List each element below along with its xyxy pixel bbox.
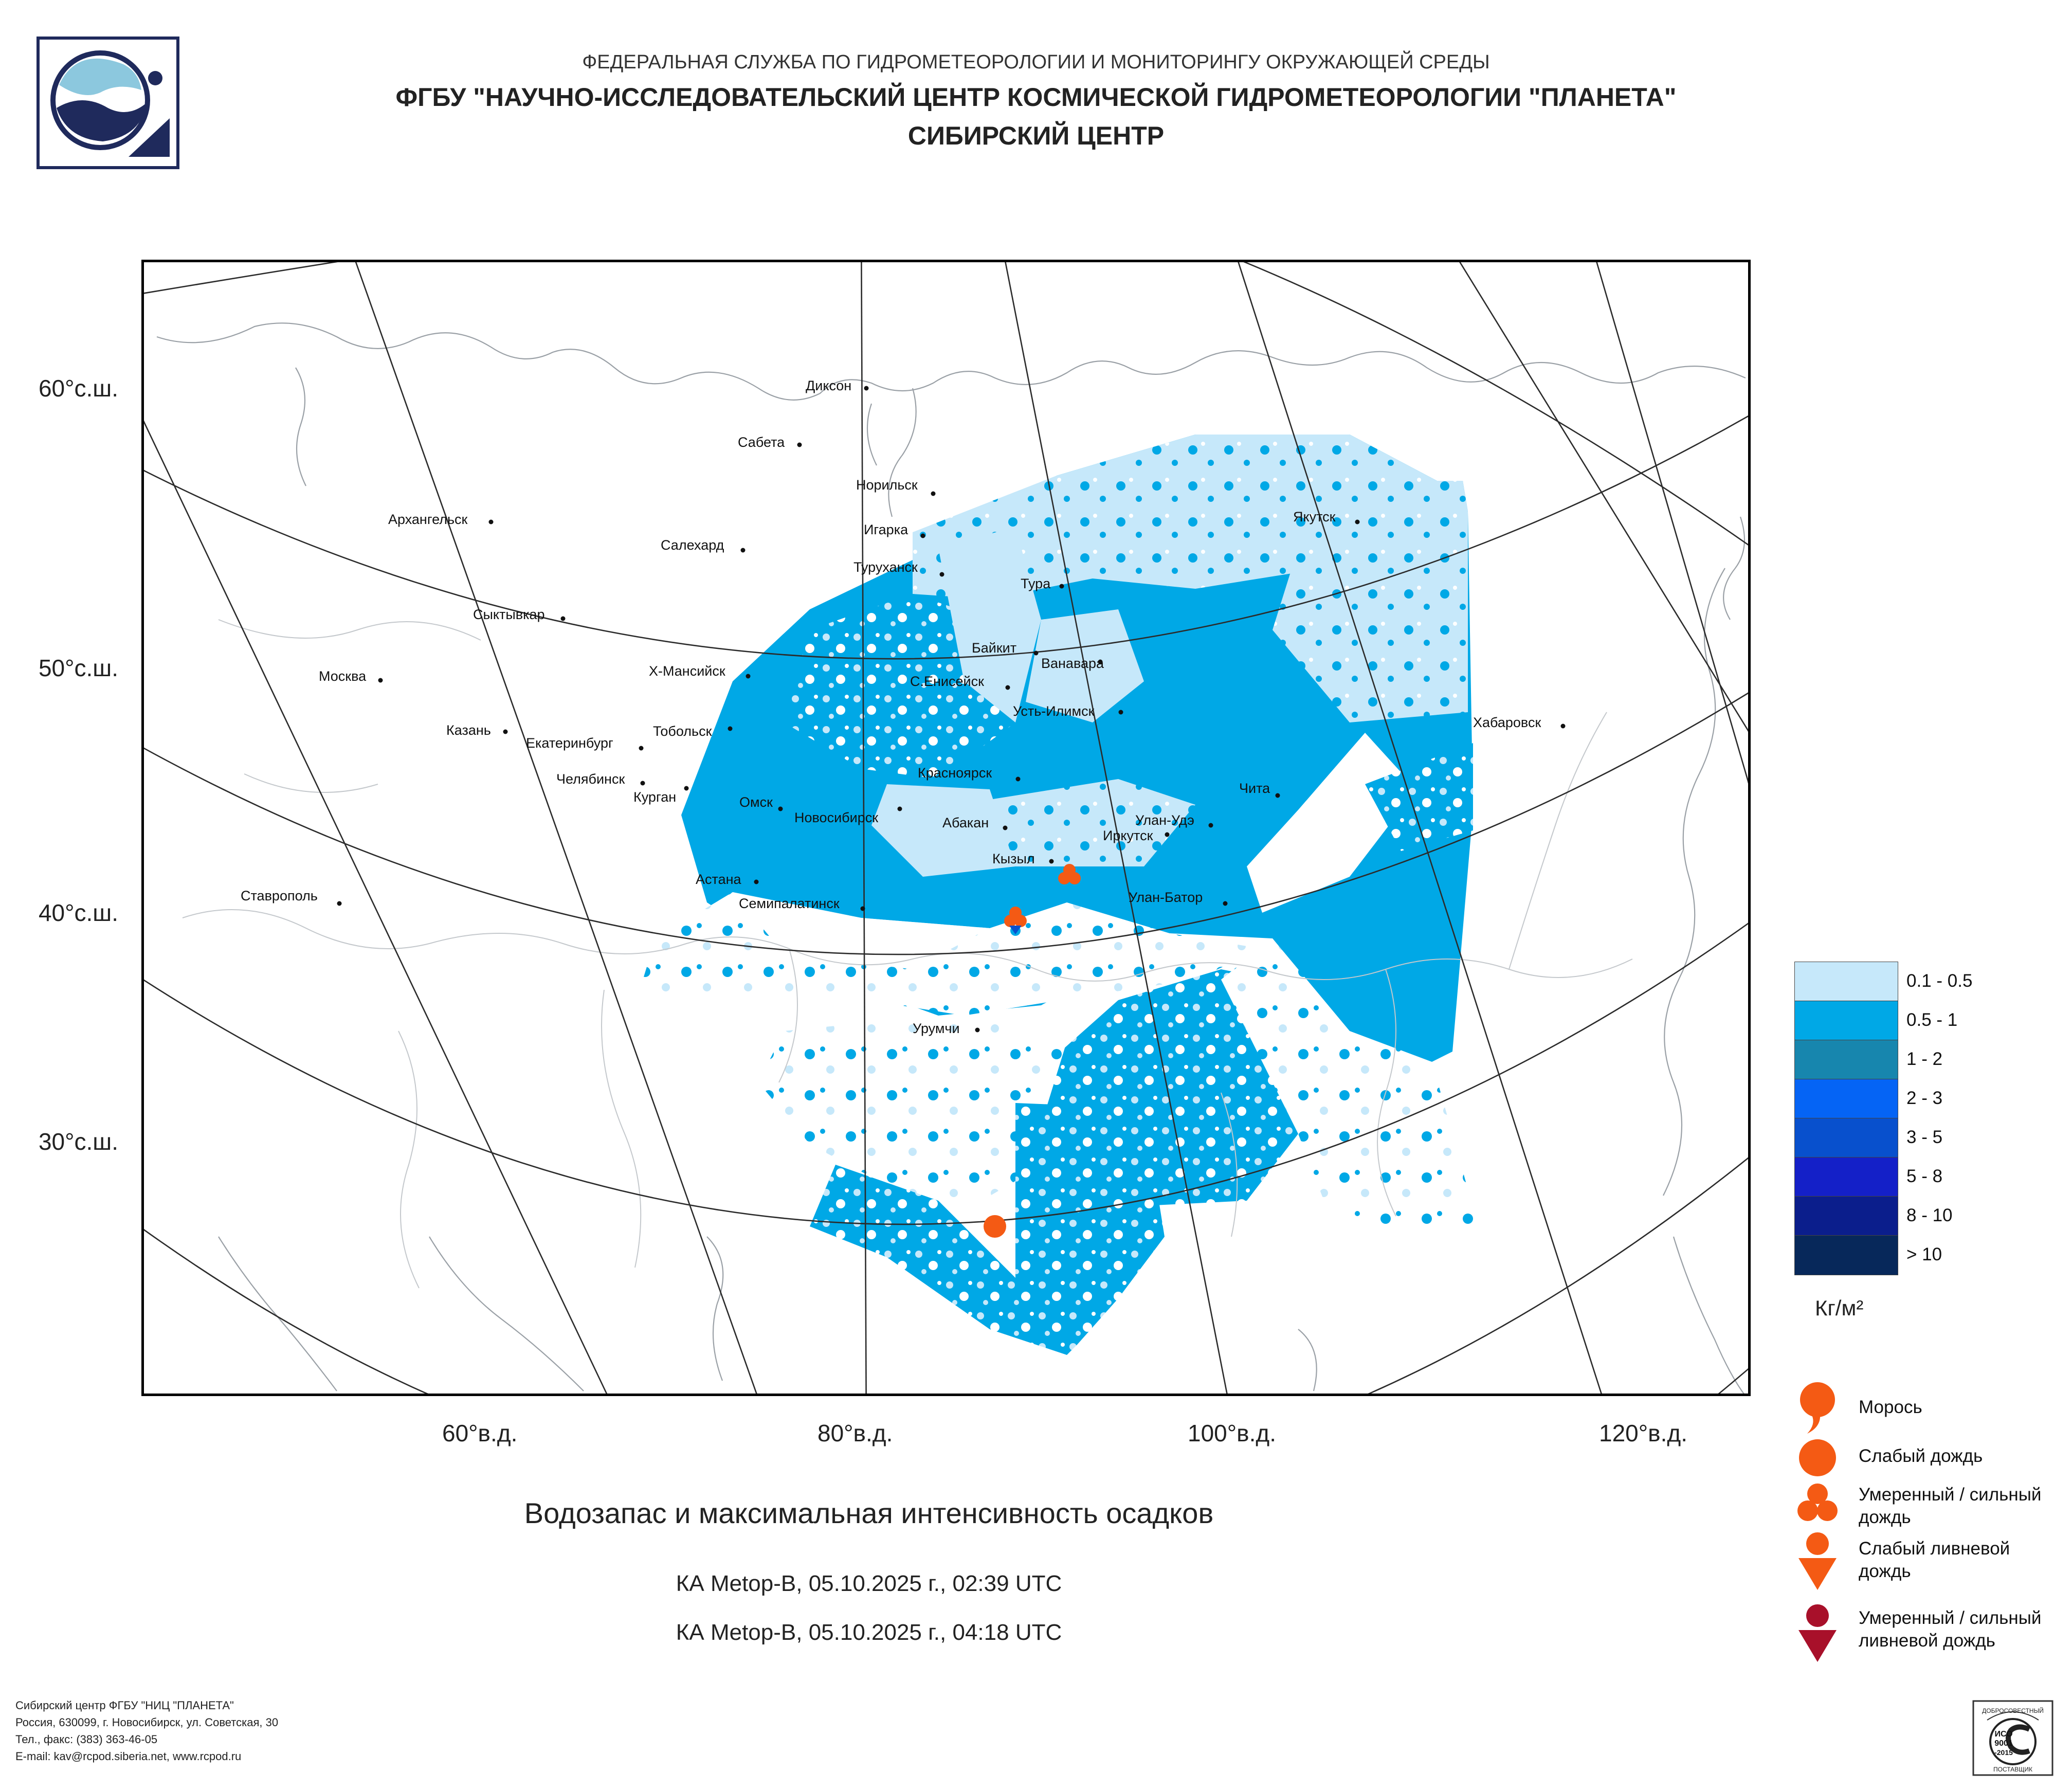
city-label: Ванавара bbox=[1041, 656, 1104, 671]
footer-line: Тел., факс: (383) 363-46-05 bbox=[15, 1733, 158, 1746]
city-label: Чита bbox=[1239, 781, 1270, 796]
legend-label: 5 - 8 bbox=[1906, 1166, 1943, 1186]
city-label: Москва bbox=[319, 668, 367, 684]
lon-label-120: 120°в.д. bbox=[1599, 1420, 1687, 1446]
center-title: СИБИРСКИЙ ЦЕНТР bbox=[907, 121, 1165, 150]
legend-swatch bbox=[1794, 1235, 1898, 1275]
satellite-pass: КА Metop-B, 05.10.2025 г., 04:18 UTC bbox=[676, 1620, 1062, 1645]
precip-label: Слабый ливневой дождь bbox=[1859, 1539, 2010, 1581]
city-label: Абакан bbox=[942, 815, 989, 830]
precip-label: Умеренный / сильный дождь bbox=[1859, 1485, 2042, 1527]
city-label: Байкит bbox=[972, 640, 1017, 656]
light-rain-icon bbox=[1799, 1439, 1836, 1476]
city-label: Сыктывкар bbox=[473, 607, 545, 622]
footer-line: E-mail: kav@rcpod.siberia.net, www.rcpod… bbox=[15, 1750, 242, 1763]
cert-arc-text: ДОБРОСОВЕСТНЫЙ bbox=[1982, 1707, 2044, 1714]
precip-label: Слабый дождь bbox=[1859, 1446, 1983, 1466]
city-label: Тура bbox=[1021, 576, 1051, 591]
city-label: Астана bbox=[696, 872, 741, 887]
city-label: Якутск bbox=[1293, 509, 1336, 524]
map-title: Водозапас и максимальная интенсивность о… bbox=[524, 1497, 1214, 1529]
cert-bottom-text: ПОСТАВЩИК bbox=[1993, 1766, 2032, 1773]
legend-label: 0.1 - 0.5 bbox=[1906, 971, 1973, 991]
iso-certificate-icon: ДОБРОСОВЕСТНЫЙ ИСО 9001 -2015 ПОСТАВЩИК bbox=[1972, 1700, 2053, 1776]
planeta-logo-icon bbox=[37, 37, 179, 169]
city-label: Туруханск bbox=[853, 559, 918, 575]
city-label: Семипалатинск bbox=[739, 896, 840, 911]
legend-swatch bbox=[1794, 1118, 1898, 1158]
lon-label-100: 100°в.д. bbox=[1188, 1420, 1276, 1446]
borders bbox=[182, 619, 1633, 1289]
city-label: Екатеринбург bbox=[526, 735, 613, 751]
cert-iso: ИСО bbox=[1994, 1730, 2012, 1739]
lat-label-50: 50°с.ш. bbox=[38, 655, 118, 681]
city-label: С.Енисейск bbox=[910, 674, 984, 689]
legend-label: 3 - 5 bbox=[1906, 1127, 1943, 1147]
heavy-shower-icon bbox=[1798, 1604, 1837, 1662]
city-label: Тобольск bbox=[653, 723, 712, 739]
moderate-rain-marker bbox=[1004, 907, 1027, 934]
city-label: Омск bbox=[739, 794, 773, 810]
precip-label: Морось bbox=[1859, 1397, 1922, 1417]
legend-label: 1 - 2 bbox=[1906, 1049, 1943, 1069]
city-label: Диксон bbox=[806, 378, 852, 393]
city-label: Новосибирск bbox=[794, 810, 879, 825]
graticule bbox=[141, 260, 1751, 1396]
precip-markers bbox=[984, 864, 1081, 1238]
legend-units: Кг/м² bbox=[1815, 1296, 1864, 1320]
moderate-rain-icon bbox=[1797, 1484, 1838, 1521]
legend-label: 0.5 - 1 bbox=[1906, 1010, 1958, 1030]
city-label: Кызыл bbox=[992, 851, 1035, 866]
city-label: Салехард bbox=[661, 537, 724, 553]
precip-legend-icons bbox=[1797, 1382, 1838, 1662]
legend-swatch bbox=[1794, 1196, 1898, 1236]
satellite-pass: КА Metop-B, 05.10.2025 г., 02:39 UTC bbox=[676, 1571, 1062, 1596]
city-label: Улан-Удэ bbox=[1135, 812, 1194, 828]
cert-year: -2015 bbox=[1994, 1748, 2013, 1757]
legend-swatch bbox=[1794, 1157, 1898, 1197]
city-label: Сабета bbox=[738, 435, 785, 450]
city-label: Ставрополь bbox=[241, 888, 318, 903]
city-label: Усть-Илимск bbox=[1013, 703, 1095, 719]
legend-label: > 10 bbox=[1906, 1244, 1942, 1264]
drizzle-icon bbox=[1800, 1382, 1835, 1434]
city-label: Иркутск bbox=[1103, 828, 1153, 843]
city-label: Норильск bbox=[856, 477, 918, 493]
legend-swatch bbox=[1794, 1040, 1898, 1080]
city-label: Игарка bbox=[864, 522, 908, 537]
agency-title: ФЕДЕРАЛЬНАЯ СЛУЖБА ПО ГИДРОМЕТЕОРОЛОГИИ … bbox=[582, 51, 1490, 73]
city-label: Хабаровск bbox=[1473, 715, 1541, 730]
city-label: Улан-Батор bbox=[1129, 890, 1203, 905]
lon-label-60: 60°в.д. bbox=[442, 1420, 518, 1446]
city-label: Курган bbox=[633, 789, 677, 805]
city-label: Челябинск bbox=[556, 771, 625, 787]
city-label: Казань bbox=[446, 722, 491, 738]
lat-label-30: 30°с.ш. bbox=[38, 1128, 118, 1155]
moderate-rain-marker bbox=[1058, 864, 1081, 884]
footer-line: Сибирский центр ФГБУ "НИЦ "ПЛАНЕТА" bbox=[15, 1699, 234, 1712]
lat-label-60: 60°с.ш. bbox=[38, 375, 118, 402]
legend-swatch bbox=[1794, 1079, 1898, 1119]
light-shower-icon bbox=[1798, 1532, 1837, 1590]
city-dots bbox=[337, 386, 1566, 1033]
legend-swatch bbox=[1794, 962, 1898, 1002]
footer-line: Россия, 630099, г. Новосибирск, ул. Сове… bbox=[15, 1716, 279, 1729]
legend-label: 2 - 3 bbox=[1906, 1088, 1943, 1108]
city-label: Красноярск bbox=[918, 765, 992, 781]
cert-number: 9001 bbox=[1994, 1739, 2013, 1748]
city-label: Урумчи bbox=[913, 1021, 960, 1036]
lat-label-40: 40°с.ш. bbox=[38, 899, 118, 926]
city-label: Х-Мансийск bbox=[649, 663, 725, 679]
legend-swatch bbox=[1794, 1001, 1898, 1041]
lon-label-80: 80°в.д. bbox=[817, 1420, 893, 1446]
legend-label: 8 - 10 bbox=[1906, 1205, 1953, 1225]
precipitation-map bbox=[141, 260, 1751, 1396]
footer-contacts: Сибирский центр ФГБУ "НИЦ "ПЛАНЕТА" Росс… bbox=[15, 1697, 278, 1765]
institute-title: ФГБУ "НАУЧНО-ИССЛЕДОВАТЕЛЬСКИЙ ЦЕНТР КОС… bbox=[395, 83, 1677, 112]
precip-label: Умеренный / сильный ливневой дождь bbox=[1859, 1608, 2042, 1651]
city-label: Архангельск bbox=[388, 512, 468, 527]
swath-data bbox=[635, 435, 1478, 1355]
light-rain-marker bbox=[984, 1215, 1006, 1238]
